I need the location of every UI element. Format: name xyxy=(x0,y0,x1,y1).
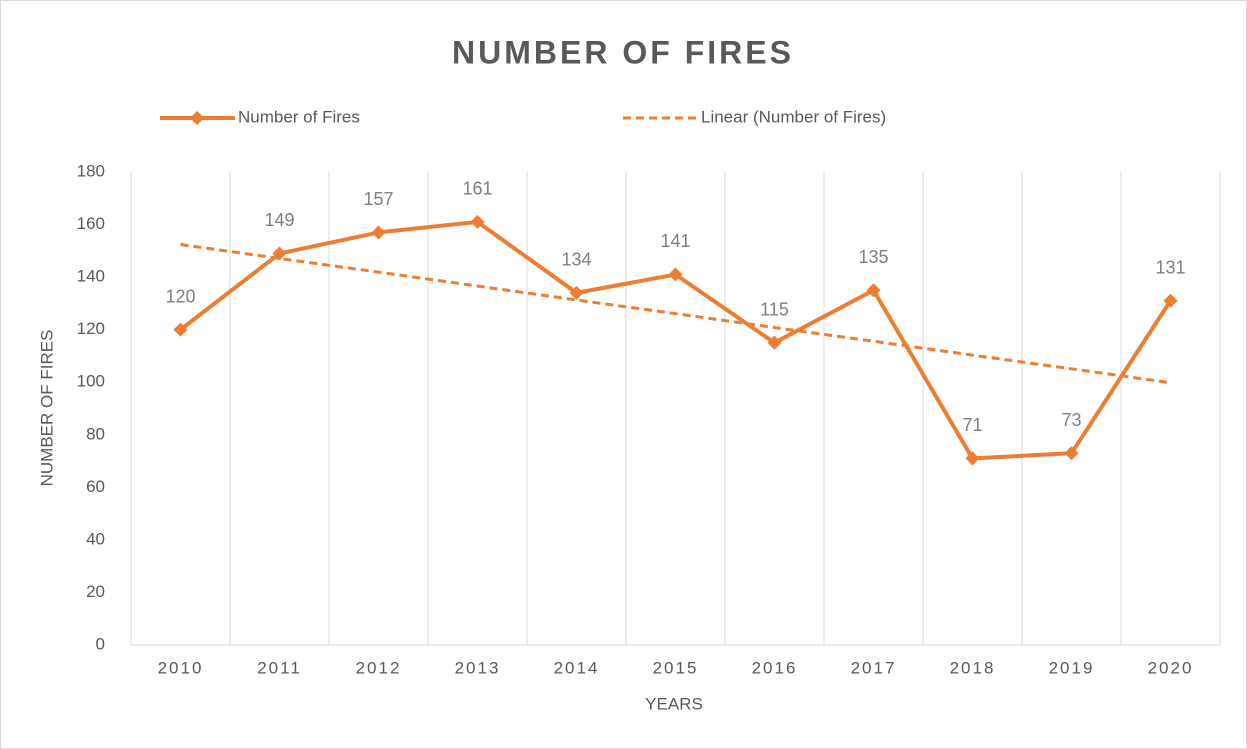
marker xyxy=(965,451,980,466)
y-tick-label: 40 xyxy=(86,529,105,548)
legend-label: Linear (Number of Fires) xyxy=(701,107,886,126)
y-tick-label: 60 xyxy=(86,477,105,496)
trend-line xyxy=(180,243,1171,385)
x-tick-label: 2014 xyxy=(554,658,600,677)
legend-marker xyxy=(190,111,204,125)
legend-label: Number of Fires xyxy=(238,107,360,126)
data-label: 157 xyxy=(363,189,393,209)
marker xyxy=(767,335,782,350)
y-tick-label: 180 xyxy=(77,161,105,180)
x-tick-label: 2016 xyxy=(752,658,798,677)
x-tick-label: 2010 xyxy=(158,658,204,677)
x-tick-label: 2019 xyxy=(1049,658,1095,677)
data-label: 120 xyxy=(165,286,195,306)
x-tick-label: 2020 xyxy=(1148,658,1194,677)
data-label: 149 xyxy=(264,210,294,230)
marker xyxy=(173,322,188,337)
data-label: 161 xyxy=(462,179,492,199)
x-tick-label: 2011 xyxy=(257,658,302,677)
y-axis-label: NUMBER OF FIRES xyxy=(37,330,56,487)
data-label: 134 xyxy=(561,250,591,270)
data-label: 135 xyxy=(858,247,888,267)
data-label: 73 xyxy=(1061,410,1081,430)
data-label: 71 xyxy=(962,415,982,435)
y-tick-label: 20 xyxy=(86,582,105,601)
x-tick-label: 2013 xyxy=(455,658,501,677)
marker xyxy=(1064,446,1079,461)
y-tick-label: 120 xyxy=(77,319,105,338)
marker xyxy=(866,283,881,298)
y-tick-label: 100 xyxy=(77,372,105,391)
marker xyxy=(470,214,485,229)
marker xyxy=(1163,293,1178,308)
marker xyxy=(569,285,584,300)
y-tick-label: 160 xyxy=(77,214,105,233)
data-label: 141 xyxy=(660,231,690,251)
y-tick-label: 140 xyxy=(77,267,105,286)
data-label: 115 xyxy=(760,300,789,320)
x-tick-label: 2018 xyxy=(950,658,996,677)
y-tick-label: 80 xyxy=(86,424,105,443)
x-tick-label: 2017 xyxy=(851,658,897,677)
marker xyxy=(272,246,287,261)
x-tick-label: 2012 xyxy=(356,658,402,677)
y-tick-label: 0 xyxy=(96,634,105,653)
x-tick-label: 2015 xyxy=(653,658,699,677)
chart-title: NUMBER OF FIRES xyxy=(452,34,794,70)
marker xyxy=(371,225,386,240)
x-axis-label: YEARS xyxy=(645,694,703,713)
data-label: 131 xyxy=(1155,258,1185,278)
marker xyxy=(668,267,683,282)
